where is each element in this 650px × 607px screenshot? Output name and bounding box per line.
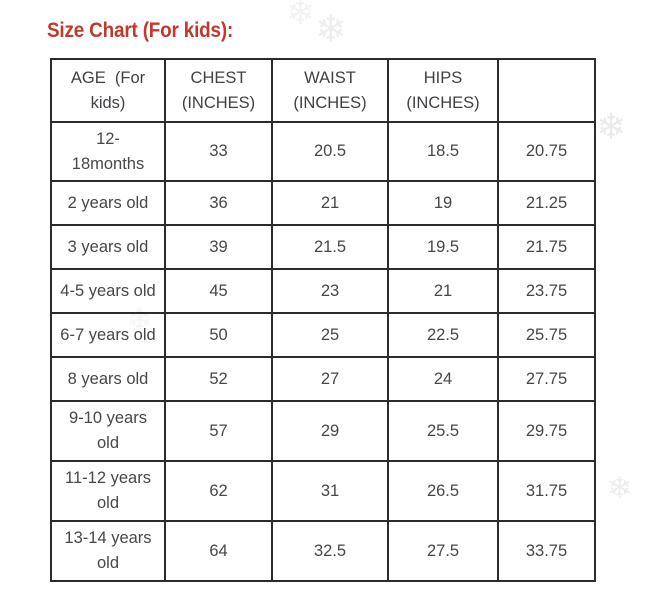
extra-cell: 21.25 (497, 180, 596, 226)
table-row: 2 years old 36 21 19 21.25 (50, 180, 596, 226)
table-row: 3 years old 39 21.5 19.5 21.75 (50, 224, 596, 270)
age-cell: 8 years old (50, 356, 166, 402)
extra-cell: 29.75 (497, 400, 596, 462)
age-cell: 2 years old (50, 180, 166, 226)
hips-cell: 25.5 (387, 400, 499, 462)
hips-cell: 19.5 (387, 224, 499, 270)
table-row: 11-12 years old 62 31 26.5 31.75 (50, 460, 596, 522)
hips-cell: 18.5 (387, 121, 499, 182)
chest-cell: 45 (164, 268, 273, 314)
waist-cell: 21.5 (271, 224, 389, 270)
hips-cell: 21 (387, 268, 499, 314)
snowflake-icon: ❄ (315, 7, 347, 51)
chest-cell: 33 (164, 121, 273, 182)
size-chart-table: AGE (For kids) CHEST (INCHES) WAIST (INC… (50, 58, 596, 582)
chest-cell: 50 (164, 312, 273, 358)
extra-cell: 25.75 (497, 312, 596, 358)
chest-cell: 64 (164, 520, 273, 582)
page-title: Size Chart (For kids): (47, 19, 234, 42)
extra-cell: 20.75 (497, 121, 596, 182)
waist-cell: 20.5 (271, 121, 389, 182)
chest-cell: 36 (164, 180, 273, 226)
hips-cell: 26.5 (387, 460, 499, 522)
hips-cell: 22.5 (387, 312, 499, 358)
waist-cell: 23 (271, 268, 389, 314)
extra-cell: 21.75 (497, 224, 596, 270)
table-row: 8 years old 52 27 24 27.75 (50, 356, 596, 402)
column-header-empty (497, 58, 596, 123)
column-header-hips: HIPS (INCHES) (387, 58, 499, 123)
hips-cell: 24 (387, 356, 499, 402)
snowflake-icon: ❄ (286, 0, 315, 33)
hips-cell: 19 (387, 180, 499, 226)
waist-cell: 27 (271, 356, 389, 402)
extra-cell: 31.75 (497, 460, 596, 522)
extra-cell: 27.75 (497, 356, 596, 402)
table-row: 9-10 years old 57 29 25.5 29.75 (50, 400, 596, 462)
chest-cell: 62 (164, 460, 273, 522)
table-row: 12- 18months 33 20.5 18.5 20.75 (50, 121, 596, 182)
hips-cell: 27.5 (387, 520, 499, 582)
chest-cell: 52 (164, 356, 273, 402)
waist-cell: 25 (271, 312, 389, 358)
column-header-age: AGE (For kids) (50, 58, 166, 123)
table-row: 6-7 years old 50 25 22.5 25.75 (50, 312, 596, 358)
age-cell: 3 years old (50, 224, 166, 270)
waist-cell: 29 (271, 400, 389, 462)
waist-cell: 31 (271, 460, 389, 522)
snowflake-icon: ❄ (607, 471, 633, 506)
table-header-row: AGE (For kids) CHEST (INCHES) WAIST (INC… (50, 58, 596, 123)
age-cell: 11-12 years old (50, 460, 166, 522)
waist-cell: 32.5 (271, 520, 389, 582)
age-cell: 9-10 years old (50, 400, 166, 462)
waist-cell: 21 (271, 180, 389, 226)
age-cell: 4-5 years old (50, 268, 166, 314)
table-row: 13-14 years old 64 32.5 27.5 33.75 (50, 520, 596, 582)
column-header-waist: WAIST (INCHES) (271, 58, 389, 123)
chest-cell: 57 (164, 400, 273, 462)
column-header-chest: CHEST (INCHES) (164, 58, 273, 123)
age-cell: 13-14 years old (50, 520, 166, 582)
snowflake-icon: ❄ (596, 107, 627, 148)
extra-cell: 23.75 (497, 268, 596, 314)
age-cell: 6-7 years old (50, 312, 166, 358)
table-row: 4-5 years old 45 23 21 23.75 (50, 268, 596, 314)
extra-cell: 33.75 (497, 520, 596, 582)
chest-cell: 39 (164, 224, 273, 270)
age-cell: 12- 18months (50, 121, 166, 182)
